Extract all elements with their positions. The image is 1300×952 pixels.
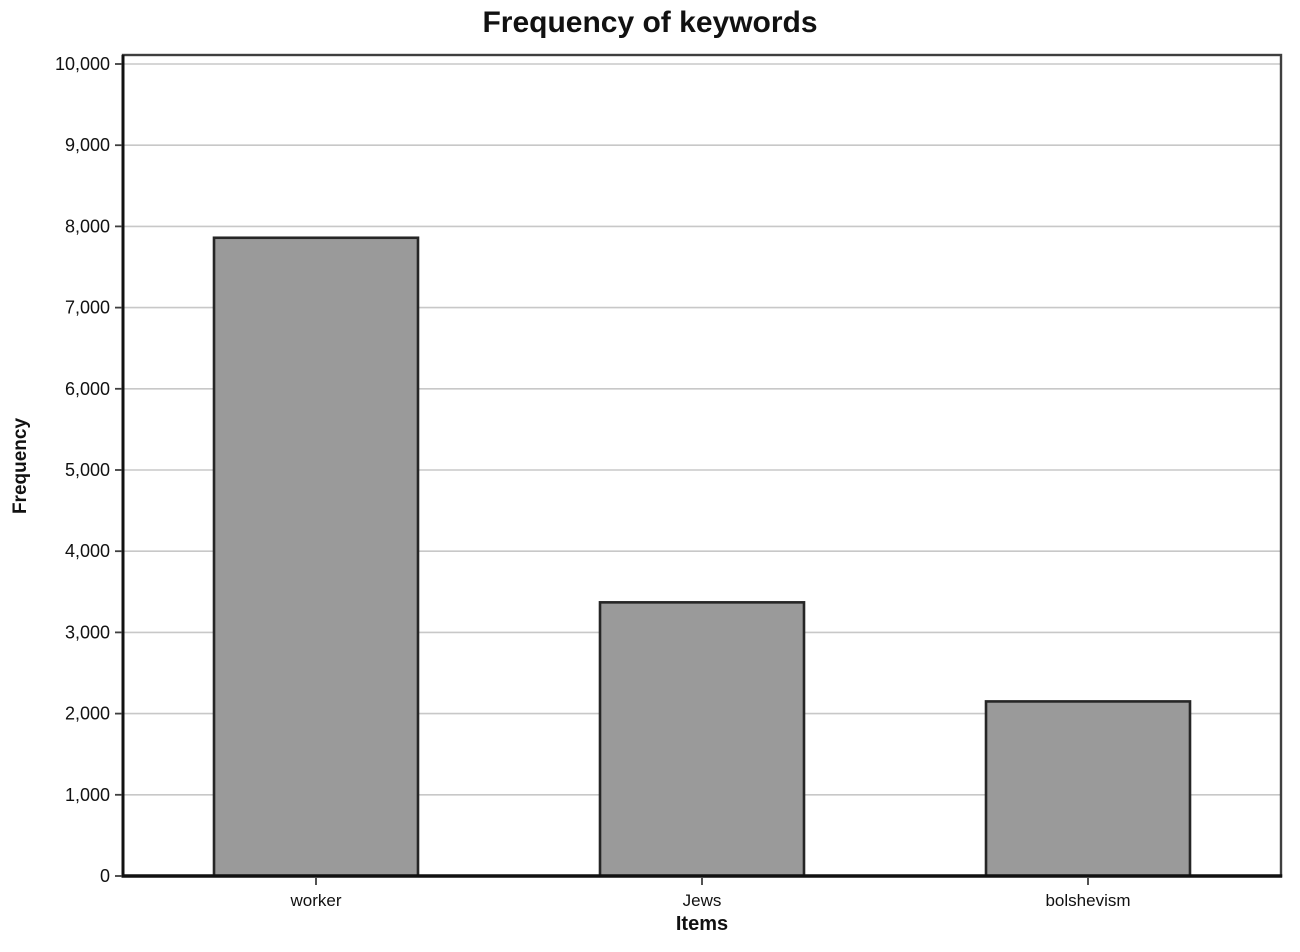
y-tick-label-6000: 6,000 bbox=[65, 379, 110, 399]
y-tick-label-10000: 10,000 bbox=[55, 54, 110, 74]
y-axis-title: Frequency bbox=[10, 417, 31, 515]
x-category-label-Jews: Jews bbox=[683, 891, 722, 910]
y-tick-label-7000: 7,000 bbox=[65, 298, 110, 318]
bar-bolshevism bbox=[984, 700, 1192, 878]
bar-Jews bbox=[598, 601, 806, 878]
y-tick-label-3000: 3,000 bbox=[65, 622, 110, 642]
y-tick-label-5000: 5,000 bbox=[65, 460, 110, 480]
y-tick-label-0: 0 bbox=[100, 866, 110, 886]
x-category-label-bolshevism: bolshevism bbox=[1045, 891, 1130, 910]
x-category-label-worker: worker bbox=[289, 891, 341, 910]
y-tick-label-4000: 4,000 bbox=[65, 541, 110, 561]
bar-worker bbox=[212, 236, 420, 878]
y-tick-label-2000: 2,000 bbox=[65, 704, 110, 724]
y-tick-label-8000: 8,000 bbox=[65, 216, 110, 236]
x-axis-title: Items bbox=[675, 913, 729, 935]
y-tick-label-1000: 1,000 bbox=[65, 785, 110, 805]
chart-title: Frequency of keywords bbox=[482, 6, 818, 39]
y-tick-label-9000: 9,000 bbox=[65, 135, 110, 155]
